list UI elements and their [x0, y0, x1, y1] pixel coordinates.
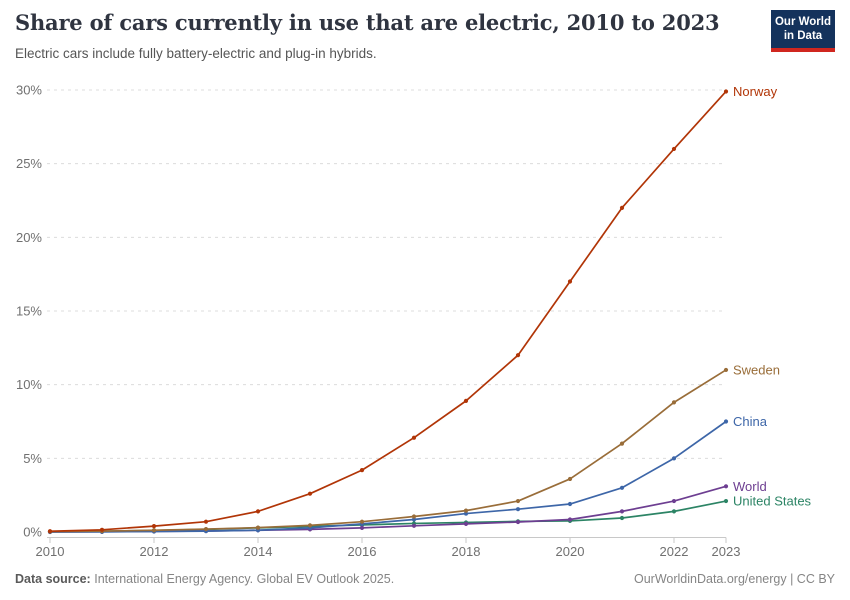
x-tick-label: 2016 [348, 544, 377, 559]
y-tick-label: 10% [16, 377, 42, 392]
data-point-world[interactable] [463, 521, 469, 526]
data-point-china[interactable] [515, 507, 521, 512]
x-tick-label: 2018 [452, 544, 481, 559]
y-tick-label: 15% [16, 304, 42, 319]
data-point-norway[interactable] [203, 519, 209, 524]
data-point-united-states[interactable] [619, 515, 625, 521]
data-point-china[interactable] [723, 419, 729, 424]
y-tick-label: 25% [16, 156, 42, 171]
data-point-norway[interactable] [567, 279, 573, 284]
x-tick-label: 2012 [140, 544, 169, 559]
y-tick-label: 5% [23, 451, 42, 466]
data-point-norway[interactable] [255, 509, 261, 514]
data-point-norway[interactable] [515, 353, 521, 358]
data-point-norway[interactable] [47, 529, 53, 534]
data-point-world[interactable] [723, 484, 729, 489]
data-point-sweden[interactable] [671, 400, 677, 405]
x-tick-label: 2020 [556, 544, 585, 559]
series-line-china[interactable] [49, 420, 727, 533]
data-point-sweden[interactable] [359, 519, 365, 524]
data-point-sweden[interactable] [723, 367, 729, 373]
series-label-world[interactable]: World [733, 479, 767, 494]
y-tick-label: 30% [16, 83, 42, 98]
data-point-world[interactable] [515, 519, 521, 525]
y-tick-label: 20% [16, 230, 42, 245]
data-point-norway[interactable] [359, 468, 365, 473]
data-point-china[interactable] [411, 517, 417, 522]
x-tick-label: 2014 [244, 544, 273, 559]
data-point-china[interactable] [567, 501, 573, 507]
chart-footer: Data source: International Energy Agency… [15, 572, 835, 586]
data-point-sweden[interactable] [203, 526, 209, 532]
series-label-united-states[interactable]: United States [733, 494, 812, 509]
data-point-norway[interactable] [671, 146, 677, 152]
data-point-united-states[interactable] [671, 509, 677, 514]
owid-logo-line2: in Data [783, 30, 823, 42]
data-point-norway[interactable] [151, 524, 157, 529]
data-point-world[interactable] [671, 498, 677, 504]
data-point-sweden[interactable] [151, 528, 157, 533]
data-point-world[interactable] [359, 525, 365, 530]
x-tick-label: 2022 [660, 544, 689, 559]
data-point-sweden[interactable] [463, 508, 469, 513]
data-point-norway[interactable] [99, 527, 105, 532]
data-point-sweden[interactable] [567, 476, 573, 482]
data-point-sweden[interactable] [255, 525, 261, 530]
data-point-china[interactable] [671, 456, 677, 461]
data-source-text: International Energy Agency. Global EV O… [94, 572, 395, 586]
data-point-norway[interactable] [307, 491, 313, 496]
data-point-china[interactable] [619, 485, 625, 490]
data-point-china[interactable] [463, 511, 469, 516]
data-point-world[interactable] [567, 517, 573, 522]
chart-subtitle: Electric cars include fully battery-elec… [15, 46, 377, 61]
data-point-sweden[interactable] [411, 514, 417, 519]
series-line-norway[interactable] [49, 90, 727, 533]
data-source-label: Data source: [15, 572, 91, 586]
data-point-norway[interactable] [463, 398, 469, 403]
data-point-world[interactable] [411, 523, 417, 528]
data-point-united-states[interactable] [723, 498, 729, 504]
data-point-norway[interactable] [723, 89, 729, 94]
chart-title: Share of cars currently in use that are … [15, 10, 720, 35]
data-point-norway[interactable] [619, 205, 625, 210]
owid-logo[interactable]: Our World in Data [771, 10, 835, 52]
data-point-world[interactable] [619, 509, 625, 514]
x-tick-label: 2010 [36, 544, 65, 559]
series-label-china[interactable]: China [733, 414, 768, 429]
footer-attribution-link[interactable]: OurWorldinData.org/energy | CC BY [633, 572, 835, 586]
data-source-note: Data source: International Energy Agency… [15, 572, 394, 586]
series-label-sweden[interactable]: Sweden [733, 362, 780, 377]
owid-logo-line1: Our World [774, 15, 831, 28]
data-point-sweden[interactable] [515, 498, 521, 504]
series-line-sweden[interactable] [49, 369, 727, 533]
data-point-norway[interactable] [411, 435, 417, 440]
data-point-sweden[interactable] [619, 441, 625, 446]
series-label-norway[interactable]: Norway [733, 84, 778, 99]
x-tick-label: 2023 [712, 544, 741, 559]
data-point-sweden[interactable] [307, 523, 313, 528]
y-tick-label: 0% [23, 525, 42, 540]
